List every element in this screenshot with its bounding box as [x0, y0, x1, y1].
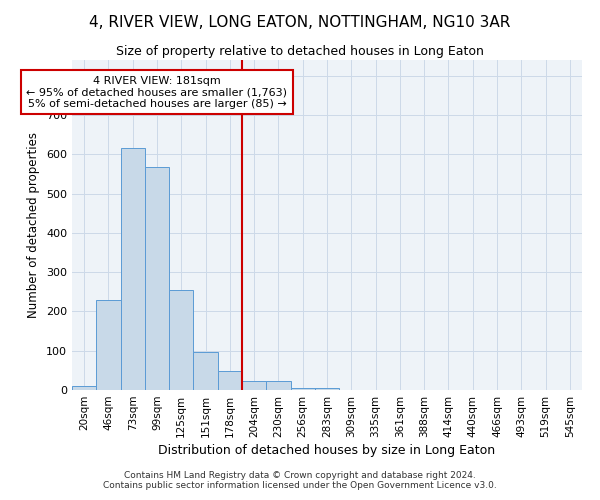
Text: 4 RIVER VIEW: 181sqm
← 95% of detached houses are smaller (1,763)
5% of semi-det: 4 RIVER VIEW: 181sqm ← 95% of detached h…: [26, 76, 287, 109]
Bar: [169, 290, 193, 390]
Bar: [121, 148, 145, 390]
Bar: [266, 382, 290, 390]
Y-axis label: Number of detached properties: Number of detached properties: [28, 132, 40, 318]
Text: Contains HM Land Registry data © Crown copyright and database right 2024.
Contai: Contains HM Land Registry data © Crown c…: [103, 470, 497, 490]
Bar: [72, 386, 96, 390]
Bar: [145, 167, 169, 390]
Text: 4, RIVER VIEW, LONG EATON, NOTTINGHAM, NG10 3AR: 4, RIVER VIEW, LONG EATON, NOTTINGHAM, N…: [89, 15, 511, 30]
Bar: [290, 388, 315, 390]
Bar: [96, 300, 121, 390]
X-axis label: Distribution of detached houses by size in Long Eaton: Distribution of detached houses by size …: [158, 444, 496, 457]
Bar: [315, 388, 339, 390]
Bar: [218, 371, 242, 390]
Bar: [242, 382, 266, 390]
Bar: [193, 352, 218, 390]
Text: Size of property relative to detached houses in Long Eaton: Size of property relative to detached ho…: [116, 45, 484, 58]
